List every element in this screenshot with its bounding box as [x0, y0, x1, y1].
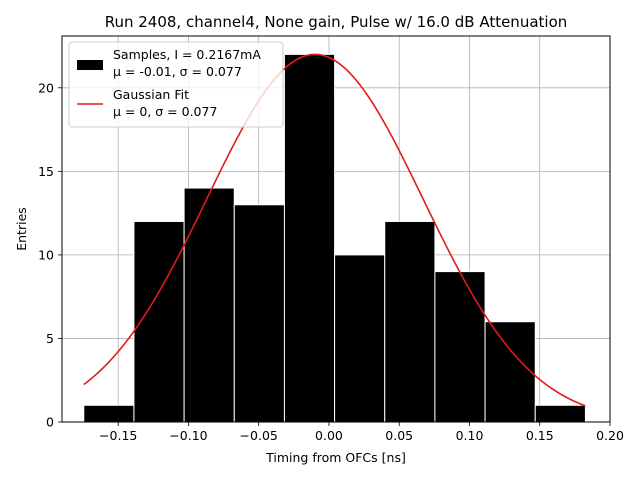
gaussian-fit-curve — [83, 53, 586, 407]
x-tick-label: 0.00 — [315, 428, 343, 443]
histogram-bars — [83, 53, 586, 423]
chart-title: Run 2408, channel4, None gain, Pulse w/ … — [105, 13, 568, 31]
histogram-bar — [233, 204, 285, 423]
y-axis-label: Entries — [14, 207, 29, 251]
legend-samples-stats: μ = -0.01, σ = 0.077 — [113, 64, 242, 79]
x-tick-label: 0.15 — [526, 428, 554, 443]
x-tick-label: −0.10 — [169, 428, 207, 443]
x-tick-label: −0.15 — [99, 428, 137, 443]
histogram-bar — [283, 53, 336, 423]
legend-samples-swatch — [77, 60, 103, 70]
histogram-bar — [83, 404, 135, 423]
histogram-bar — [484, 321, 536, 423]
y-tick-label: 10 — [38, 247, 54, 262]
x-tick-label: −0.05 — [240, 428, 278, 443]
histogram-bar — [183, 187, 235, 423]
y-axis-ticks: 0 5 10 15 20 — [38, 80, 62, 430]
y-tick-label: 15 — [38, 164, 54, 179]
x-tick-label: 0.20 — [596, 428, 624, 443]
histogram-bar — [334, 254, 386, 423]
histogram-bar — [133, 220, 185, 423]
axes-frame — [61, 35, 611, 423]
histogram-bar — [534, 404, 586, 423]
legend-fit-label: Gaussian Fit — [113, 87, 189, 102]
legend-box — [68, 41, 284, 128]
legend: Samples, I = 0.2167mA μ = -0.01, σ = 0.0… — [68, 41, 284, 128]
y-tick-label: 5 — [46, 331, 54, 346]
x-tick-label: 0.05 — [385, 428, 413, 443]
histogram-bar — [384, 220, 436, 423]
x-axis-label: Timing from OFCs [ns] — [265, 450, 406, 465]
x-tick-label: 0.10 — [456, 428, 484, 443]
y-tick-label: 20 — [38, 80, 54, 95]
legend-samples-label: Samples, I = 0.2167mA — [113, 47, 261, 62]
x-axis-ticks: −0.15 −0.10 −0.05 0.00 0.05 0.10 0.15 0.20 — [99, 422, 624, 443]
histogram-bar — [434, 271, 486, 423]
y-tick-label: 0 — [46, 415, 54, 430]
legend-fit-stats: μ = 0, σ = 0.077 — [113, 104, 217, 119]
